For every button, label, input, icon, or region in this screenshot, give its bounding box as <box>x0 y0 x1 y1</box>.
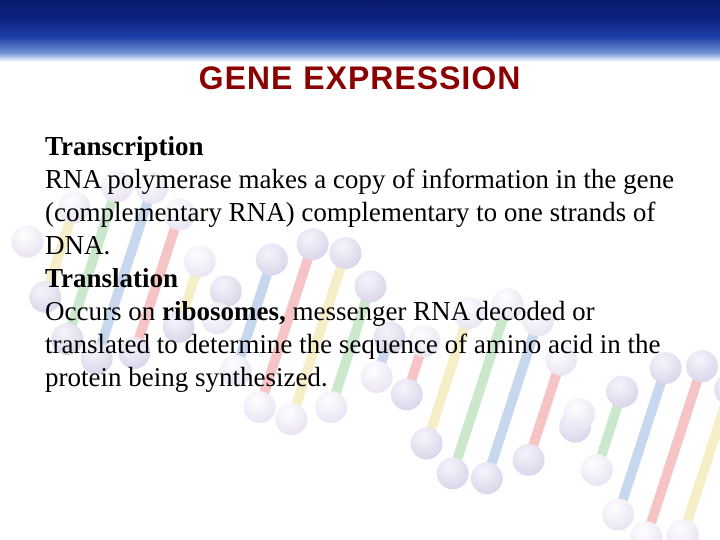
slide-body: Transcription RNA polymerase makes a cop… <box>45 130 675 394</box>
para-translation: Occurs on ribosomes, messenger RNA decod… <box>45 295 675 394</box>
slide-title: GENE EXPRESSION <box>0 60 720 97</box>
para-transcription: RNA polymerase makes a copy of informati… <box>45 163 675 262</box>
header-gradient-band <box>0 0 720 62</box>
subhead-translation: Translation <box>45 262 675 295</box>
run-translation-ribosomes: ribosomes, <box>162 296 286 326</box>
slide-container: GENE EXPRESSION Transcription RNA polyme… <box>0 0 720 540</box>
subhead-transcription: Transcription <box>45 130 675 163</box>
run-translation-1: Occurs on <box>45 296 162 326</box>
